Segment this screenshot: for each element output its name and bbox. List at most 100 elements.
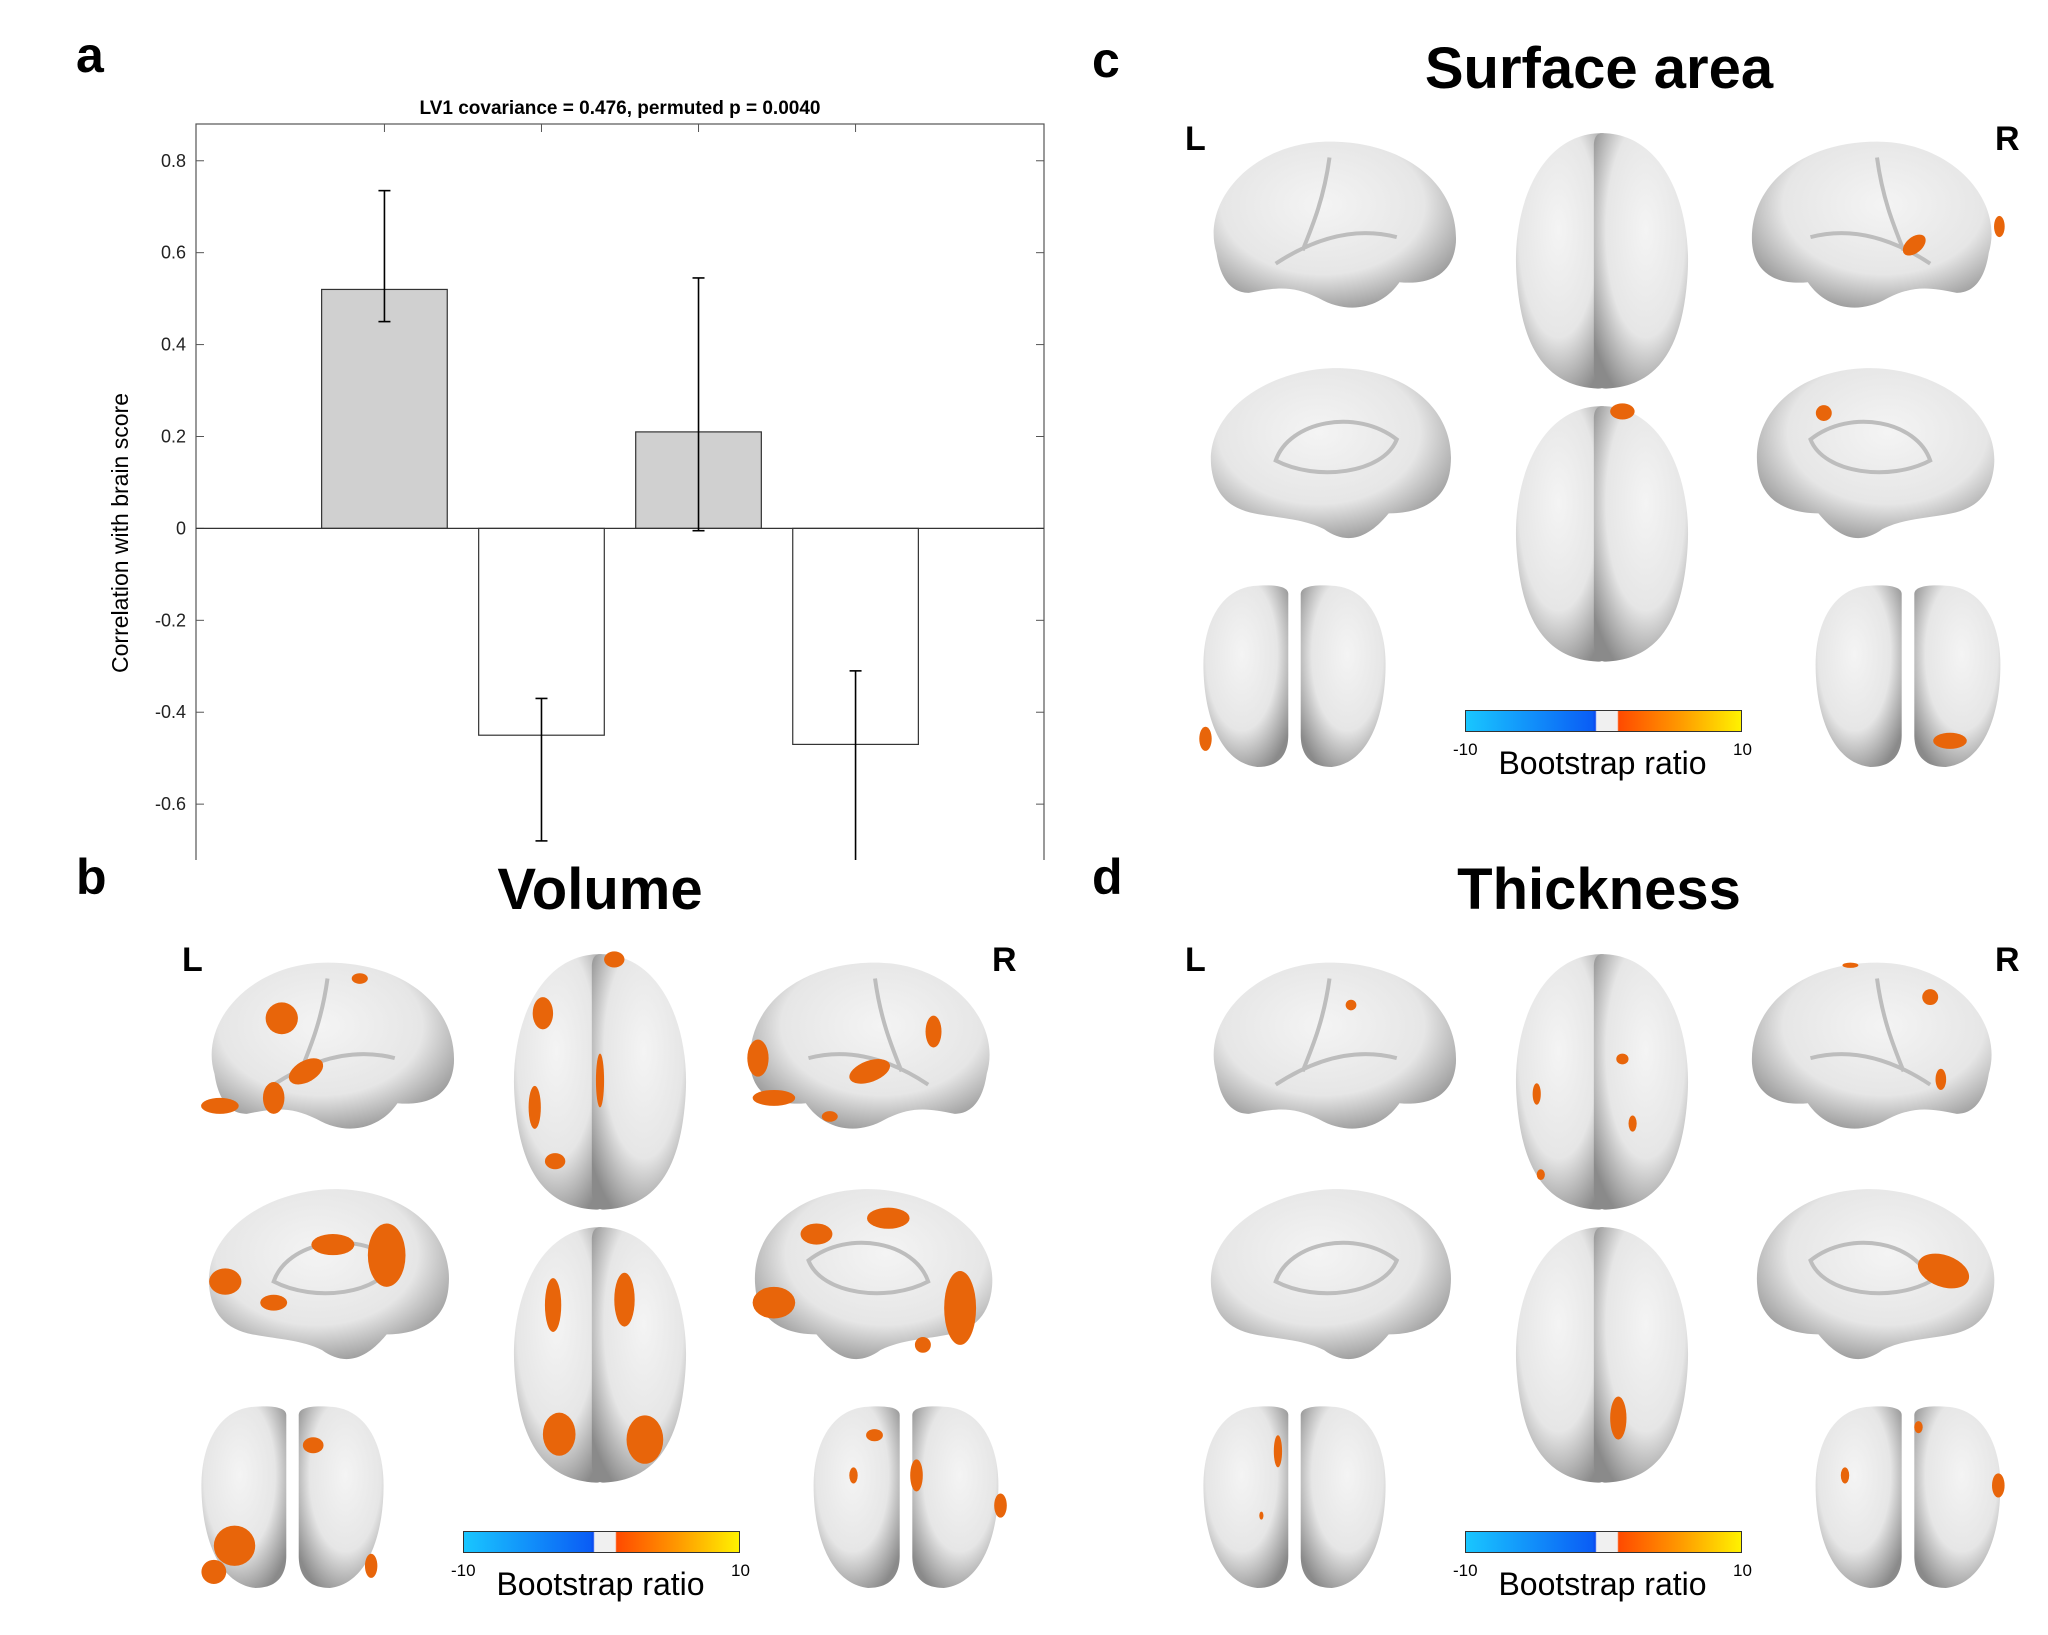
colorbar-title: Bootstrap ratio [1498,745,1707,781]
effect-cluster [1922,989,1939,1006]
effect-cluster [1842,962,1859,968]
hemisphere-surface [1593,406,1689,662]
lateral-brain-view [201,962,455,1129]
cortex-surface [211,962,455,1129]
effect-cluster [201,1097,239,1114]
cortex-surface [1756,1189,1995,1360]
cortex-surface [1210,368,1451,539]
medial-brain-view [1210,368,1451,539]
colorbar [1465,1531,1742,1553]
y-tick-label: 0.8 [161,151,186,171]
effect-cluster [910,1459,923,1492]
sulcus [807,978,930,1087]
hemisphere-surface [1300,585,1386,767]
back-brain-view [201,1406,384,1588]
hemisphere-surface [1815,1406,1902,1588]
effect-cluster [260,1294,288,1311]
right-hemisphere-label: R [1995,120,2020,158]
lateral-brain-view [1751,962,1992,1129]
cortex-surface [1210,1189,1451,1360]
panel-label-d: d [1092,849,1123,905]
colorbar-min-label: -10 [1453,1561,1478,1580]
effect-cluster [1815,405,1832,421]
effect-cluster [752,1286,796,1319]
hemisphere-surface [1914,585,2001,767]
medial-brain-view [208,1189,449,1360]
hemisphere-surface [513,1227,609,1483]
effect-cluster [595,1053,605,1108]
half-brain-view [1515,954,1689,1210]
half-brain-view [1515,403,1689,662]
effect-cluster [528,1085,541,1129]
effect-cluster [752,1089,796,1106]
cortex-surface [749,962,990,1129]
surface-area-panel: Surface area L R -10 10 Bootstrap ratio [1105,40,2035,800]
y-tick-label: -0.6 [155,794,186,814]
y-axis-label: Correlation with brain score [107,393,133,673]
effect-cluster [1610,1396,1627,1440]
effect-cluster [1610,403,1635,420]
volume-panel: Volume L R -10 10 Bootstrap ratio [92,861,1022,1621]
effect-cluster [201,1559,227,1584]
hemisphere-surface [912,1406,999,1588]
panel-title: Surface area [1424,36,1774,101]
back-brain-view [1203,1406,1386,1588]
effect-cluster [1914,1421,1923,1434]
hemisphere-surface [1515,406,1611,662]
chart-title: LV1 covariance = 0.476, permuted p = 0.0… [420,98,821,119]
effect-cluster [1933,732,1967,749]
effect-cluster [544,1153,566,1170]
colorbar-max-label: 10 [731,1561,750,1580]
effect-cluster [747,1039,769,1077]
hemisphere-surface [591,954,687,1210]
effect-cluster [288,1058,324,1085]
colorbar [463,1531,740,1553]
y-tick-label: -0.4 [155,702,186,722]
effect-cluster [1628,1115,1637,1132]
hemisphere-surface [298,1406,384,1588]
colorbar-max-label: 10 [1733,740,1752,759]
effect-cluster [821,1111,838,1122]
thickness-panel: Thickness L R -10 10 Bootstrap ratio [1105,861,2035,1621]
half-brain-view [1515,133,1689,389]
effect-cluster [1917,1253,1970,1289]
back-brain-view [1815,585,2001,767]
colorbar-title: Bootstrap ratio [1498,1566,1707,1602]
effect-cluster [866,1429,883,1442]
lateral-brain-view [1213,141,1457,308]
effect-cluster [914,1336,931,1353]
effect-cluster [364,1553,378,1578]
y-tick-label: 0.6 [161,243,186,263]
right-hemisphere-label: R [992,941,1017,979]
effect-cluster [626,1415,664,1464]
cortex-surface [1751,962,1992,1129]
effect-cluster [532,997,554,1030]
half-brain-view [1515,1227,1689,1483]
panel-label-c: c [1092,32,1120,88]
hemisphere-surface [1515,133,1611,389]
medial-brain-view [1756,1189,1995,1360]
cortex-surface [1756,368,1995,539]
effect-cluster [209,1268,242,1295]
sulcus [1274,157,1398,266]
lateral-brain-view [1213,962,1457,1129]
effect-cluster [302,1437,324,1454]
effect-cluster [925,1015,942,1048]
effect-cluster [1345,999,1357,1011]
medial-brain-view [752,1189,993,1360]
lateral-brain-view [747,962,990,1129]
sulcus [1274,978,1398,1087]
effect-cluster [849,1059,891,1084]
effect-cluster [604,951,625,968]
effect-cluster [1840,1467,1850,1484]
sulcus [1808,419,1933,475]
effect-cluster [1935,1068,1947,1090]
cortex-surface [1213,962,1457,1129]
effect-cluster [1616,1053,1629,1065]
sulcus [1808,1240,1933,1296]
effect-cluster [542,1412,576,1456]
colorbar [1465,710,1742,732]
effect-cluster [614,1272,635,1327]
panel-title: Thickness [1457,857,1741,922]
effect-cluster [1902,234,1926,256]
